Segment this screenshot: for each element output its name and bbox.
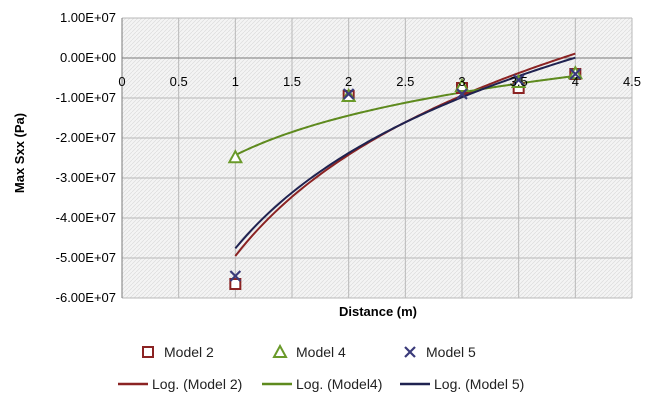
y-tick-label: -5.00E+07 (56, 250, 116, 265)
x-tick-label: 1 (232, 74, 239, 89)
y-tick-label: -6.00E+07 (56, 290, 116, 305)
legend-trend-label-2: Log. (Model4) (296, 376, 382, 392)
legend-trend-label-3: Log. (Model 5) (434, 376, 524, 392)
x-tick-label: 0.5 (170, 74, 188, 89)
point-triangle-0 (227, 149, 244, 164)
x-tick-label: 3.5 (510, 74, 528, 89)
legend-label-3: Model 5 (426, 344, 476, 360)
y-tick-label: -4.00E+07 (56, 210, 116, 225)
point-x-0-b (229, 270, 242, 282)
x-tick-label: 4.5 (623, 74, 641, 89)
legend-label-1: Model 2 (164, 344, 214, 360)
x-axis-title: Distance (m) (339, 304, 417, 319)
x-tick-label: 1.5 (283, 74, 301, 89)
point-x-1 (342, 88, 355, 100)
x-tick-label: 2.5 (396, 74, 414, 89)
point-x-0 (229, 270, 242, 282)
y-tick-label: -2.00E+07 (56, 130, 116, 145)
x-tick-label: 2 (345, 74, 352, 89)
y-axis-title: Max Sxx (Pa) (12, 113, 27, 193)
y-tick-label: -3.00E+07 (56, 170, 116, 185)
legend-marker-3-b (404, 346, 416, 358)
tick-labels: 1.00E+07 0.00E+00 -1.00E+07 -2.00E+07 -3.00E… (56, 10, 641, 305)
point-x-3-b (512, 74, 525, 86)
point-x-2 (456, 88, 468, 100)
point-square-0 (229, 278, 242, 290)
point-triangle-2 (454, 77, 470, 92)
point-x-1-b (342, 88, 355, 100)
point-x-4-b (569, 68, 582, 80)
axes (121, 18, 632, 298)
legend-marker-3 (404, 346, 416, 358)
legend-trend-label-1: Log. (Model 2) (152, 376, 242, 392)
y-tick-label: 0.00E+00 (60, 50, 116, 65)
grid (121, 17, 633, 299)
plot-area (122, 18, 632, 298)
point-x-3 (512, 74, 525, 86)
legend: Model 2 Model 4 Model 5 Log. (Model 2) Log. … (118, 343, 524, 392)
x-tick-label: 0 (118, 74, 125, 89)
y-tick-label: -1.00E+07 (56, 90, 116, 105)
legend-marker-2 (272, 343, 288, 358)
point-x-4 (569, 68, 582, 80)
y-tick-label: 1.00E+07 (60, 10, 116, 25)
x-tick-label: 3 (458, 74, 465, 89)
x-tick-label: 4 (572, 74, 579, 89)
point-x-2-b (456, 88, 468, 100)
legend-label-2: Model 4 (296, 344, 346, 360)
legend-marker-1 (142, 346, 154, 358)
data-markers (227, 65, 584, 290)
